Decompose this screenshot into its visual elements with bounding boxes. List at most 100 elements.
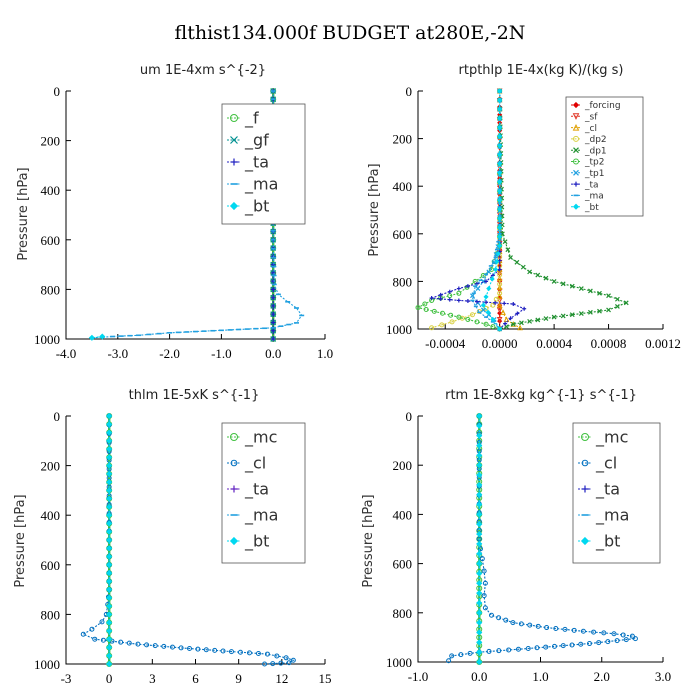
panel-rtm-data-point	[587, 641, 592, 647]
panel-rtpthlp-data-point	[500, 309, 506, 315]
panel-rtm-data-point	[496, 648, 502, 654]
panel-thlm-xtick-label: 15	[319, 671, 332, 686]
panel-rtpthlp-data-point	[497, 224, 503, 231]
panel-rtpthlp-data-point	[422, 301, 428, 307]
panel-rtpthlp-data-point	[606, 307, 611, 313]
panel-rtm-ytick-label: 200	[393, 458, 413, 473]
panel-rtm-xtick-label: 2.0	[594, 669, 610, 684]
panel-rtm-data-point	[552, 643, 557, 649]
panel-thlm-xtick-label: -3	[61, 671, 72, 686]
panel-rtpthlp-data-point	[447, 289, 452, 294]
panel-um-legend: _f_gf_ta_ma_bt	[221, 103, 306, 225]
panel-rtm-data-point	[623, 637, 629, 643]
panel-rtpthlp-data-point	[497, 170, 503, 176]
panel-thlm-data-point	[161, 643, 167, 649]
panel-rtm-data-point	[446, 658, 452, 664]
panel-rtpthlp-series-line	[471, 91, 501, 330]
panel-thlm-data-point	[106, 437, 113, 444]
panel-thlm-data-point	[278, 660, 284, 666]
panel-rtpthlp-data-point	[503, 316, 510, 322]
panel-rtpthlp-data-point	[465, 299, 470, 304]
panel-thlm-data-point	[118, 639, 124, 645]
panel-rtpthlp-data-point	[578, 311, 584, 316]
panel-rtm-data-point	[476, 471, 483, 479]
panel-thlm-data-point	[106, 586, 113, 593]
panel-rtm-ytick-label: 600	[393, 557, 413, 572]
panel-um-title: um 1E-4xm s^{-2}	[140, 63, 266, 78]
panel-rtm-data-point	[477, 546, 483, 552]
panel-rtm-legend-box	[572, 422, 661, 564]
panel-um-ytick-label: 200	[41, 134, 61, 149]
panel-thlm-data-point	[169, 644, 175, 650]
panel-rtm-ytick-label: 0	[406, 409, 413, 424]
panel-thlm-data-point	[228, 649, 234, 655]
panel-rtm-data-point	[476, 452, 483, 459]
panel-um-ytick-label: 1000	[34, 332, 60, 347]
panel-rtpthlp-legend-label: _bt	[584, 203, 599, 213]
panel-thlm-data-point	[89, 626, 95, 632]
panel-rtpthlp-series-line	[431, 91, 526, 330]
panel-rtpthlp-data-point	[494, 259, 500, 265]
panel-rtm-data-point	[496, 615, 502, 621]
panel-rtm-data-point	[479, 556, 485, 562]
panel-um: um 1E-4xm s^{-2} Pressure [hPa]	[16, 63, 266, 261]
panel-rtpthlp-data-point	[497, 281, 503, 287]
panel-rtpthlp-data-point	[514, 259, 520, 265]
panel-rtm-ytick-label: 400	[393, 507, 413, 522]
panel-rtpthlp-data-point	[497, 267, 502, 272]
panel-thlm-data-point	[203, 647, 209, 653]
panel-thlm-data-point	[106, 479, 113, 486]
panel-thlm-legend-label: _ta	[244, 480, 269, 500]
panel-thlm-ytick-label: 1000	[34, 657, 60, 672]
panel-thlm-data-point	[220, 648, 226, 654]
panel-thlm-data-point	[106, 652, 113, 659]
panel-rtpthlp-series-tp2	[415, 88, 503, 332]
panel-rtpthlp-data-point	[543, 316, 549, 321]
panel-rtpthlp-data-point	[560, 313, 566, 319]
panel-rtpthlp-ytick-label: 800	[393, 274, 413, 289]
panel-rtm-data-point	[476, 658, 483, 666]
panel-rtm-legend: _mc _cl _ta _ma _bt	[572, 422, 661, 564]
panel-rtm-legend-marker	[581, 459, 589, 467]
panel-rtpthlp-data-point	[480, 302, 486, 308]
panel-rtm-data-point	[596, 640, 602, 646]
panel-thlm-xtick-label: 0	[106, 671, 113, 686]
panel-rtpthlp-data-point	[429, 325, 435, 331]
panel-rtpthlp-data-point	[535, 317, 541, 323]
panel-um-legend-marker	[229, 201, 239, 211]
panel-rtpthlp-data-point	[493, 296, 499, 302]
panel-um-legend-marker	[230, 114, 238, 122]
panel-thlm-ytick-label: 600	[41, 558, 61, 573]
panel-rtm-data-point	[476, 560, 483, 567]
panel-um-data-point	[270, 303, 276, 309]
panel-rtm-ylabel: Pressure [hPa]	[361, 494, 376, 587]
panel-thlm-data-point	[106, 512, 113, 519]
panel-rtpthlp-data-point	[483, 321, 489, 327]
panel-um-xtick-label: -4.0	[56, 346, 77, 361]
panel-rtpthlp-data-point	[497, 124, 503, 130]
panel-thlm-legend-marker	[229, 536, 239, 546]
panel-rtpthlp-data-point	[456, 286, 461, 291]
panel-rtm-data-point	[449, 653, 455, 659]
panel-thlm-data-point	[106, 578, 113, 585]
panel-rtm-data-point	[481, 593, 487, 599]
panel-rtpthlp-data-point	[456, 314, 462, 320]
panel-rtpthlp-data-point	[465, 316, 471, 322]
panel-um-data-point	[270, 328, 276, 334]
panel-rtpthlp-data-point	[497, 326, 503, 332]
panel-thlm-data-point	[92, 636, 98, 642]
panel-rtm-title: rtm 1E-8xkg kg^{-1} s^{-1}	[445, 388, 637, 403]
panel-rtpthlp-data-point	[496, 278, 503, 285]
panel-um-legend-label: _ma	[244, 175, 278, 195]
panel-rtpthlp-data-point	[484, 279, 489, 284]
panel-thlm-data-point	[106, 536, 113, 544]
panel-thlm-data-point	[290, 657, 296, 663]
panel-rtpthlp-data-point	[497, 188, 503, 194]
panel-rtm-data-point	[476, 550, 483, 557]
panel-thlm-data-point	[106, 561, 113, 568]
panel-rtpthlp-xtick-label: 0.0008	[591, 336, 627, 351]
panel-rtm-legend-marker	[581, 485, 589, 493]
panel-rtm-data-point	[476, 481, 483, 488]
panel-rtpthlp-data-point	[497, 290, 503, 296]
panel-rtpthlp-data-point	[490, 302, 496, 308]
